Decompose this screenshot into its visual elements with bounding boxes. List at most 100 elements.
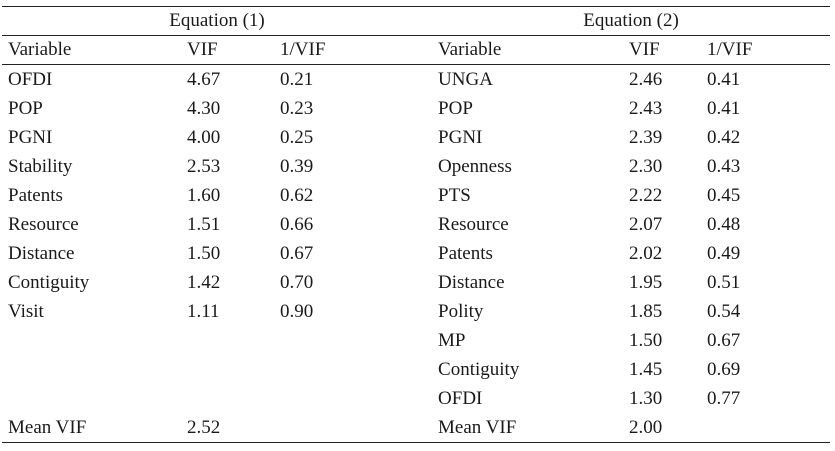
eq2-mean-value: 2.00	[605, 413, 706, 443]
eq1-mean-value: 2.52	[167, 413, 262, 443]
table-row: Distance 1.50 0.67 Patents 2.02 0.49	[2, 239, 830, 268]
eq2-variable-header: Variable	[432, 35, 606, 65]
eq1-inverse-vif-cell: 0.25	[280, 126, 314, 148]
eq1-inverse-vif-cell: 0.39	[280, 155, 314, 177]
eq1-inverse-vif-cell: 0.66	[280, 213, 314, 235]
eq2-variable-cell: Distance	[438, 271, 505, 293]
eq1-vif-cell	[167, 355, 262, 384]
eq1-variable-cell: OFDI	[8, 68, 53, 90]
equation-2-title: Equation (2)	[432, 6, 831, 36]
eq2-variable-cell: UNGA	[438, 68, 493, 90]
eq1-variable-cell: Resource	[8, 213, 79, 235]
eq2-inverse-vif-cell: 0.77	[707, 387, 741, 409]
table-row: Patents 1.60 0.62 PTS 2.22 0.45	[2, 181, 830, 210]
eq1-variable-cell	[2, 355, 167, 384]
eq2-inverse-vif-cell: 0.54	[707, 300, 741, 322]
vif-table: Equation (1) Equation (2) Variable VIF 1…	[2, 6, 831, 443]
eq1-vif-cell	[167, 384, 262, 413]
eq2-variable-cell: OFDI	[438, 387, 483, 409]
eq2-mean-empty	[705, 413, 831, 443]
eq2-variable-cell: Polity	[438, 300, 484, 322]
eq1-vif-cell: 4.67	[187, 68, 221, 90]
eq1-inverse-vif-cell: 0.23	[280, 97, 314, 119]
eq1-variable-cell: Patents	[8, 184, 63, 206]
eq2-vif-cell: 1.30	[629, 387, 663, 409]
table-row: MP 1.50 0.67	[2, 326, 830, 355]
eq2-inverse-vif-header: 1/VIF	[705, 35, 831, 65]
eq2-variable-cell: Resource	[438, 213, 509, 235]
eq1-inverse-vif-header: 1/VIF	[262, 35, 433, 65]
eq2-inverse-vif-cell: 0.67	[707, 329, 741, 351]
eq1-vif-cell: 1.60	[187, 184, 221, 206]
eq1-inverse-vif-cell: 0.21	[280, 68, 314, 90]
eq1-vif-header: VIF	[167, 35, 262, 65]
eq1-inverse-vif-cell: 0.67	[280, 242, 314, 264]
eq2-vif-cell: 2.02	[629, 242, 663, 264]
eq2-inverse-vif-cell: 0.45	[707, 184, 741, 206]
eq2-inverse-vif-cell: 0.69	[707, 358, 741, 380]
eq1-variable-cell: Distance	[8, 242, 75, 264]
eq1-variable-cell: Visit	[8, 300, 44, 322]
eq2-inverse-vif-cell: 0.49	[707, 242, 741, 264]
eq1-inverse-vif-cell	[262, 326, 432, 355]
eq1-inverse-vif-cell	[262, 355, 432, 384]
eq1-vif-cell: 1.11	[187, 300, 220, 322]
eq1-variable-cell: POP	[8, 97, 43, 119]
eq2-inverse-vif-cell: 0.41	[707, 97, 741, 119]
eq2-vif-cell: 2.07	[629, 213, 663, 235]
eq2-inverse-vif-cell: 0.42	[707, 126, 741, 148]
table-row: Stability 2.53 0.39 Openness 2.30 0.43	[2, 152, 830, 181]
column-header-row: Variable VIF 1/VIF Variable VIF 1/VIF	[2, 35, 831, 65]
eq1-inverse-vif-cell: 0.62	[280, 184, 314, 206]
eq2-variable-cell: PGNI	[438, 126, 483, 148]
eq2-mean-label: Mean VIF	[432, 413, 606, 443]
eq2-vif-header: VIF	[605, 35, 706, 65]
eq2-vif-cell: 2.43	[629, 97, 663, 119]
eq1-vif-cell: 4.00	[187, 126, 221, 148]
eq2-inverse-vif-cell: 0.41	[707, 68, 741, 90]
eq2-variable-cell: POP	[438, 97, 473, 119]
equation-1-title: Equation (1)	[2, 6, 433, 36]
eq1-vif-cell	[167, 326, 262, 355]
eq1-vif-cell: 1.51	[187, 213, 221, 235]
eq1-mean-label: Mean VIF	[2, 413, 167, 443]
eq2-variable-cell: Contiguity	[438, 358, 520, 380]
eq1-variable-header: Variable	[2, 35, 167, 65]
eq1-variable-cell: PGNI	[8, 126, 53, 148]
table-row: PGNI 4.00 0.25 PGNI 2.39 0.42	[2, 123, 830, 152]
eq2-vif-cell: 1.95	[629, 271, 663, 293]
eq2-variable-cell: Patents	[438, 242, 493, 264]
eq2-variable-cell: PTS	[438, 184, 471, 206]
eq1-variable-cell: Contiguity	[8, 271, 90, 293]
eq2-variable-cell: Openness	[438, 155, 512, 177]
eq2-inverse-vif-cell: 0.51	[707, 271, 741, 293]
eq2-inverse-vif-cell: 0.48	[707, 213, 741, 235]
eq1-inverse-vif-cell: 0.70	[280, 271, 314, 293]
table-row: OFDI 1.30 0.77	[2, 384, 830, 413]
eq2-vif-cell: 2.30	[629, 155, 663, 177]
eq1-variable-cell	[2, 326, 167, 355]
eq1-inverse-vif-cell	[262, 384, 432, 413]
eq1-vif-cell: 2.53	[187, 155, 221, 177]
eq1-variable-cell	[2, 384, 167, 413]
eq1-variable-cell: Stability	[8, 155, 73, 177]
table-row: Resource 1.51 0.66 Resource 2.07 0.48	[2, 210, 830, 239]
table-row: POP 4.30 0.23 POP 2.43 0.41	[2, 94, 830, 123]
eq1-vif-cell: 1.42	[187, 271, 221, 293]
table-row: OFDI 4.67 0.21 UNGA 2.46 0.41	[2, 65, 830, 95]
eq2-vif-cell: 2.46	[629, 68, 663, 90]
equation-header-row: Equation (1) Equation (2)	[2, 6, 831, 36]
eq2-vif-cell: 2.39	[629, 126, 663, 148]
eq2-vif-cell: 2.22	[629, 184, 663, 206]
eq2-variable-cell: MP	[438, 329, 466, 351]
table-row: Contiguity 1.45 0.69	[2, 355, 830, 384]
eq1-vif-cell: 4.30	[187, 97, 221, 119]
eq2-inverse-vif-cell: 0.43	[707, 155, 741, 177]
eq1-inverse-vif-cell: 0.90	[280, 300, 314, 322]
eq1-mean-empty	[262, 413, 433, 443]
eq2-vif-cell: 1.50	[629, 329, 663, 351]
eq2-vif-cell: 1.45	[629, 358, 663, 380]
eq2-vif-cell: 1.85	[629, 300, 663, 322]
mean-vif-row: Mean VIF 2.52 Mean VIF 2.00	[2, 413, 831, 443]
